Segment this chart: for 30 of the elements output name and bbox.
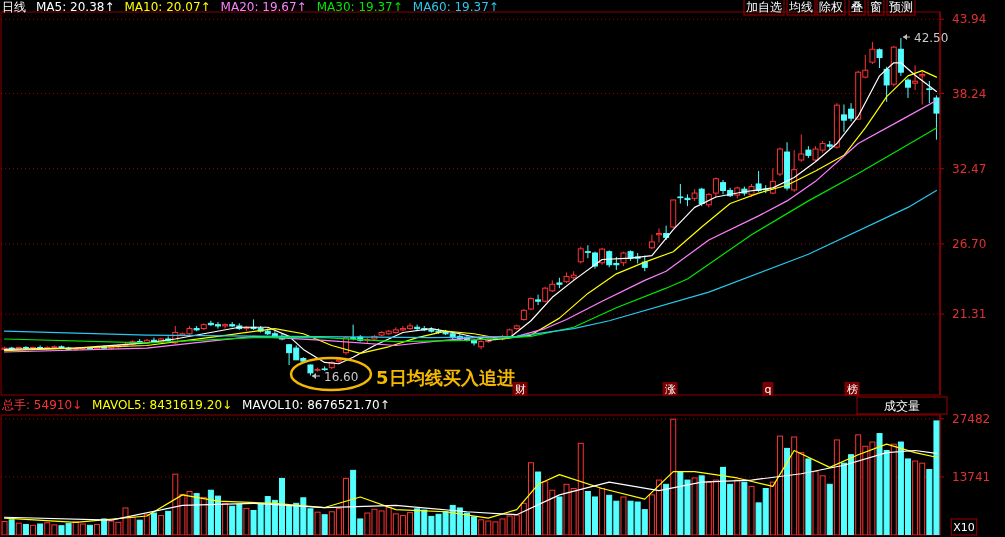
annotation: 除权	[819, 0, 843, 14]
text: MA60: 19.37↑	[412, 0, 499, 14]
annotation: 财	[514, 383, 526, 396]
annotation: 16.60	[324, 370, 359, 384]
text: MAVOL10: 8676521.70↑	[242, 398, 390, 412]
text: 成交量	[884, 399, 920, 413]
text: MA30: 19.37↑	[316, 0, 403, 14]
y-tick-label: 38.24	[952, 86, 987, 101]
text: MA10: 20.07↑	[124, 0, 211, 14]
y-tick-label: 27482	[952, 411, 991, 426]
text: MAVOL5: 8431619.20↓	[92, 398, 233, 412]
y-tick-label: 26.70	[952, 236, 987, 251]
text: X10	[953, 521, 975, 534]
annotation: 叠	[851, 0, 863, 14]
y-tick-label: 21.31	[952, 307, 987, 322]
annotation: 均线	[788, 0, 813, 14]
annotation: 预测	[889, 0, 913, 14]
annotation: 5日均线买入追进	[376, 367, 515, 388]
y-tick-label: 43.94	[952, 12, 987, 27]
annotation: 窗	[870, 0, 882, 14]
annotation: 涨	[664, 383, 676, 396]
text: MA5: 20.38↑	[36, 0, 115, 14]
annotation: q	[764, 383, 772, 396]
annotation: 榜	[846, 383, 858, 396]
y-tick-label: 32.47	[952, 161, 987, 176]
text: 总手: 54910↓	[1, 398, 83, 412]
y-tick-label: 13741	[952, 469, 991, 484]
chart-title: 日线	[2, 0, 26, 14]
annotation: 加自选	[746, 0, 782, 14]
text: MA20: 19.67↑	[220, 0, 307, 14]
